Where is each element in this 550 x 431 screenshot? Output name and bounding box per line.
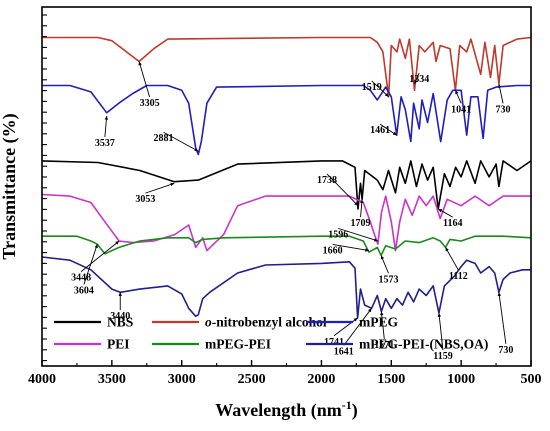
annotation-leader [326, 173, 359, 207]
annotation-arrowhead [445, 247, 449, 252]
annotation-leader [163, 131, 199, 152]
annotation-arrowhead [380, 311, 384, 316]
legend-label-nbs: NBS [107, 315, 133, 330]
peak-label: 3440 [110, 311, 130, 322]
peak-label: 3305 [140, 98, 160, 109]
x-axis-title-main: Wavelength (nm [215, 400, 342, 421]
peak-label: 2881 [154, 133, 174, 144]
annotation-leader [80, 240, 120, 272]
annotation-arrowhead [354, 201, 359, 206]
peak-label: 1709 [351, 218, 371, 229]
annotation-leader [332, 243, 370, 252]
series-line-o-nitrobenzyl-alcohol [42, 36, 532, 98]
legend-label-mpeg-pei: mPEG-PEI [205, 337, 271, 352]
annotation-leader [438, 313, 444, 351]
legend-label-pei: PEI [107, 337, 130, 352]
annotation-arrowhead [438, 208, 443, 213]
peak-label: 730 [498, 345, 513, 356]
annotation-arrowhead [392, 131, 397, 136]
x-tick-label: 3000 [168, 372, 196, 387]
peak-label: 1741 [324, 337, 344, 348]
annotation-leader [333, 317, 358, 337]
x-axis-ticks: 4000 3500 3000 2500 2000 1500 1000 500 [28, 360, 542, 387]
x-tick-label: 4000 [28, 372, 56, 387]
annotation-arrowhead [384, 93, 389, 97]
peak-label: 1041 [451, 104, 471, 115]
annotation-layer: 3305 1519 1334 1041 730 3537 2881 1461 3053 1738 1… [71, 61, 513, 362]
x-axis-title-close: ) [352, 400, 358, 421]
peak-label: 1461 [370, 125, 390, 136]
annotation-arrowhead [115, 240, 120, 245]
annotation-leader [445, 247, 459, 271]
legend-label-o-nitrobenzyl-alcohol: o-nitrobenzyl alcohol [205, 315, 327, 330]
annotation-arrowhead [365, 248, 369, 252]
x-tick-label: 1000 [447, 372, 475, 387]
annotation-arrowhead [497, 83, 502, 88]
series-line-nbs [41, 160, 532, 210]
peak-label: 3053 [135, 194, 155, 205]
annotation-arrowhead [194, 147, 199, 152]
peak-label: 730 [496, 104, 511, 115]
peak-label: 1571 [374, 340, 394, 351]
peak-label: 1164 [443, 218, 462, 229]
annotation-arrowhead [360, 199, 364, 204]
peak-label: 3448 [71, 273, 91, 284]
y-axis-title: Transmittance (%) [0, 113, 20, 259]
legend: NBS o-nitrobenzyl alcohol mPEG PEI mPEG-PEI m… [54, 315, 488, 352]
series-line-pei [41, 193, 531, 252]
annotation-arrowhead [104, 115, 109, 120]
series-layer [41, 36, 532, 319]
x-axis-title: Wavelength (nm-1) [215, 398, 358, 421]
peak-label: 1519 [362, 82, 382, 93]
annotation-arrowhead [414, 79, 418, 84]
legend-label-mpeg-pei-nbs-oa: mPEG-PEI-(NBS,OA) [359, 337, 488, 352]
x-tick-label: 1500 [377, 372, 405, 387]
annotation-arrowhead [373, 238, 378, 242]
peak-label: 1641 [334, 346, 354, 357]
annotation-leader [380, 311, 385, 340]
x-tick-label: 2000 [307, 372, 335, 387]
annotation-leader [343, 308, 372, 346]
y-axis-ticks [42, 14, 47, 362]
annotation-arrowhead [94, 244, 98, 249]
annotation-leader [498, 292, 507, 344]
x-tick-label: 2500 [238, 372, 266, 387]
peak-label: 1112 [449, 271, 468, 282]
x-tick-label: 500 [521, 372, 542, 387]
annotation-arrowhead [118, 292, 122, 296]
annotation-arrowhead [380, 255, 385, 260]
annotation-arrowhead [170, 182, 175, 187]
x-axis-title-sup: -1 [342, 398, 352, 412]
annotation-arrowhead [353, 317, 358, 322]
annotation-arrowhead [455, 90, 459, 95]
x-tick-label: 3500 [98, 372, 126, 387]
annotation-arrowhead [437, 313, 442, 317]
peak-label: 1159 [433, 351, 452, 362]
peak-label: 1334 [409, 74, 429, 85]
legend-label-mpeg: mPEG [359, 315, 398, 330]
annotation-leader [338, 227, 379, 242]
annotation-leader [145, 182, 175, 194]
peak-label: 1738 [317, 175, 337, 186]
series-line-mpeg-pei [42, 235, 532, 257]
series-line-mpeg [42, 84, 531, 156]
peak-label: 1660 [323, 245, 343, 256]
annotation-leader [138, 61, 151, 98]
annotation-arrowhead [138, 61, 142, 66]
annotation-leader [371, 80, 389, 98]
peak-label: 3604 [74, 285, 94, 296]
peak-label: 3537 [95, 138, 115, 149]
peak-label: 1573 [378, 274, 398, 285]
series-line-mpeg-pei-nbs-oa [41, 256, 531, 319]
annotation-arrowhead [497, 292, 502, 297]
annotation-arrowhead [368, 308, 372, 313]
annotation-leader [83, 244, 98, 285]
peak-label: 1596 [328, 229, 348, 240]
